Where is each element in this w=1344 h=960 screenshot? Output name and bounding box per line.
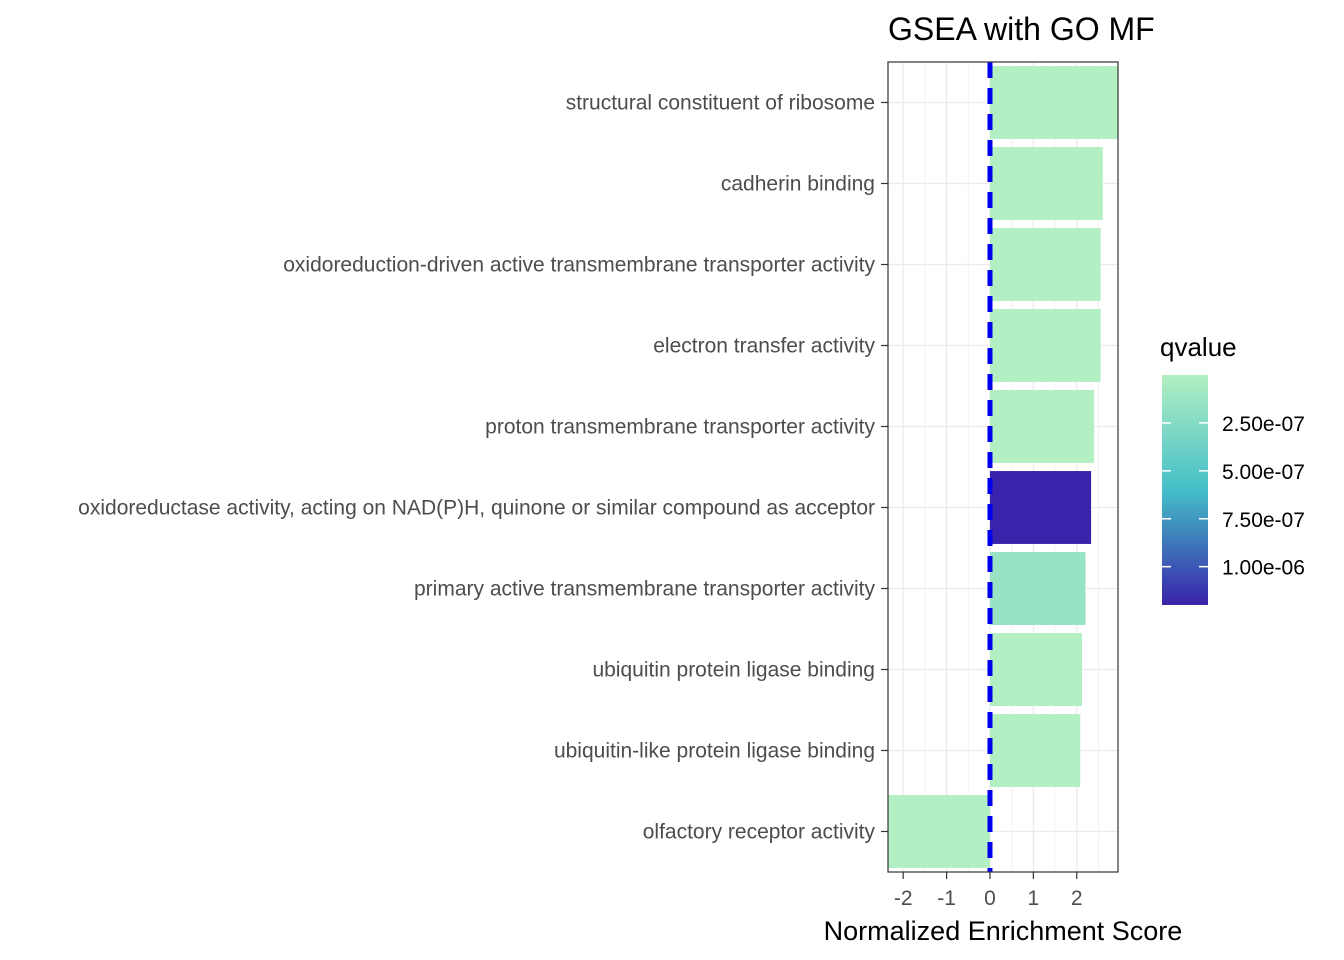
y-tick-label: structural constituent of ribosome xyxy=(566,92,875,115)
y-tick-label: primary active transmembrane transporter… xyxy=(414,578,875,601)
legend-ticks: 2.50e-07 5.00e-07 7.50e-07 1.00e-06 xyxy=(1162,413,1305,580)
bar xyxy=(888,795,990,868)
plot-panel-border xyxy=(887,61,1119,873)
legend-title: qvalue xyxy=(1160,332,1237,362)
x-axis-title: Normalized Enrichment Score xyxy=(824,916,1183,946)
legend-tick-label: 7.50e-07 xyxy=(1222,509,1305,532)
legend-tick-label: 5.00e-07 xyxy=(1222,461,1305,484)
bar xyxy=(989,66,1118,139)
chart-title: GSEA with GO MF xyxy=(888,11,1155,47)
y-tick-label: electron transfer activity xyxy=(653,335,875,358)
bar xyxy=(989,714,1081,787)
bar xyxy=(989,633,1082,706)
bar xyxy=(989,309,1101,382)
x-axis-ticks: -2 -1 0 1 2 xyxy=(894,872,1083,910)
y-tick-label: oxidoreduction-driven active transmembra… xyxy=(283,254,875,277)
y-tick-label: olfactory receptor activity xyxy=(643,821,876,844)
bar xyxy=(989,471,1092,544)
y-tick-label: cadherin binding xyxy=(721,173,875,196)
legend-tick-label: 1.00e-06 xyxy=(1222,557,1305,580)
bar xyxy=(989,552,1086,625)
qvalue-legend: qvalue 2.50e-07 5.00e-07 7.50e-07 1.00e-06 xyxy=(1160,332,1305,605)
legend-tick-label: 2.50e-07 xyxy=(1222,413,1305,436)
bar xyxy=(989,228,1101,301)
x-tick-label: 1 xyxy=(1028,887,1040,910)
legend-colorbar xyxy=(1162,375,1208,605)
y-tick-label: ubiquitin-like protein ligase binding xyxy=(554,740,875,763)
y-axis-labels: structural constituent of ribosome cadher… xyxy=(78,92,888,844)
y-tick-label: ubiquitin protein ligase binding xyxy=(592,659,875,682)
x-tick-label: 0 xyxy=(984,887,996,910)
x-tick-label: 2 xyxy=(1071,887,1083,910)
x-tick-label: -1 xyxy=(937,887,956,910)
y-tick-label: oxidoreductase activity, acting on NAD(P… xyxy=(78,497,875,520)
bar xyxy=(989,390,1095,463)
bar xyxy=(989,147,1103,220)
x-tick-label: -2 xyxy=(894,887,913,910)
bars-group xyxy=(888,66,1118,868)
y-tick-label: proton transmembrane transporter activit… xyxy=(485,416,875,439)
